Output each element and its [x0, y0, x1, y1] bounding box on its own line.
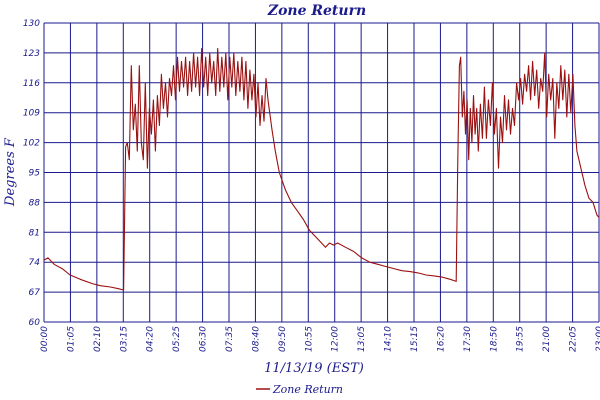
x-tick-label: 07:35 — [225, 326, 235, 352]
x-tick-label: 16:20 — [436, 326, 446, 352]
y-tick-label: 109 — [23, 109, 40, 119]
x-tick-label: 08:40 — [251, 326, 261, 352]
x-tick-label: 06:30 — [199, 326, 209, 352]
x-tick-label: 01:05 — [66, 326, 76, 352]
chart-title: Zone Return — [267, 3, 366, 19]
y-tick-label: 74 — [29, 258, 41, 268]
x-tick-label: 15:15 — [410, 326, 420, 352]
series-line-zone-return — [43, 48, 600, 291]
y-axis-label: Degrees F — [3, 137, 18, 207]
x-tick-label: 00:00 — [40, 326, 50, 352]
y-tick-label: 60 — [29, 318, 41, 328]
y-tick-label: 130 — [23, 19, 40, 29]
y-tick-label: 67 — [29, 288, 41, 298]
x-tick-label: 10:55 — [304, 326, 314, 352]
x-tick-label: 17:30 — [463, 326, 473, 352]
y-tick-label: 81 — [29, 228, 40, 238]
x-tick-label: 12:00 — [331, 326, 341, 352]
x-tick-label: 03:15 — [119, 326, 129, 352]
y-tick-label: 102 — [23, 139, 40, 149]
x-tick-label: 22:05 — [569, 326, 579, 352]
x-tick-label: 23:00 — [595, 326, 600, 352]
x-tick-label: 04:20 — [146, 326, 156, 352]
x-tick-label: 18:50 — [489, 326, 499, 352]
y-tick-labels: 60 67 74 81 88 95 102 109 116 123 130 — [23, 19, 40, 328]
x-tick-label: 19:55 — [516, 326, 526, 352]
legend: Zone Return — [256, 383, 343, 396]
x-tick-label: 14:10 — [384, 326, 394, 352]
x-axis-label: 11/13/19 (EST) — [264, 361, 364, 376]
x-tick-labels: 00:00 01:05 02:10 03:15 04:20 05:25 06:30 07:35… — [40, 326, 600, 352]
legend-label: Zone Return — [272, 383, 343, 396]
y-tick-label: 116 — [23, 79, 40, 89]
grid — [43, 22, 600, 323]
y-tick-label: 123 — [23, 49, 40, 59]
x-tick-label: 09:50 — [278, 326, 288, 352]
x-tick-label: 02:10 — [93, 326, 103, 352]
x-tick-label: 05:25 — [172, 326, 182, 352]
y-tick-label: 88 — [29, 198, 41, 208]
y-tick-label: 95 — [29, 169, 41, 179]
x-tick-label: 13:05 — [357, 326, 367, 352]
x-tick-label: 21:00 — [542, 326, 552, 352]
series-layer — [43, 48, 600, 291]
